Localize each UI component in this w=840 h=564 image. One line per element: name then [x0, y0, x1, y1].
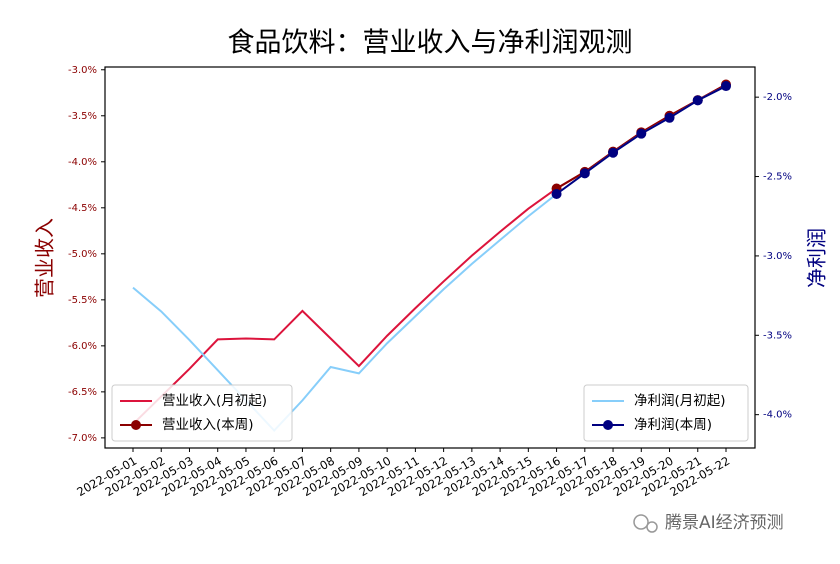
- legend-box: [111, 384, 293, 442]
- y-tick-label: -3.0%: [68, 65, 97, 76]
- y-tick-label: -4.0%: [68, 157, 97, 168]
- y-tick-label: -5.0%: [68, 249, 97, 260]
- legend: 营业收入(月初起) 营业收入(本周): [111, 384, 293, 442]
- watermark: 腾景AI经济预测: [665, 513, 784, 533]
- series-marker: [664, 112, 675, 123]
- legend-marker: [131, 420, 141, 430]
- series-marker: [721, 81, 731, 92]
- series-marker: [692, 95, 703, 106]
- watermark-icon-bubble: [633, 514, 649, 530]
- legend-marker: [603, 420, 613, 430]
- y-tick-label: -5.5%: [68, 295, 97, 306]
- watermark-icon-bubble: [646, 521, 658, 533]
- legend-label: 营业收入(本周): [162, 417, 254, 433]
- legend: 净利润(月初起) 净利润(本周): [583, 384, 749, 442]
- y2-axis-label: 净利润: [805, 228, 829, 288]
- chart-title: 食品饮料：营业收入与净利润观测: [228, 28, 633, 59]
- y2-tick-label: -3.5%: [763, 330, 792, 341]
- y-tick-label: -7.0%: [68, 433, 97, 444]
- plot-frame: [104, 66, 756, 449]
- series-marker: [579, 168, 590, 179]
- series-marker: [608, 147, 619, 158]
- series-marker: [551, 189, 562, 199]
- series-marker: [636, 128, 647, 139]
- y2-tick-label: -2.5%: [763, 172, 792, 183]
- y2-tick-label: -2.0%: [763, 92, 792, 103]
- legend-label: 净利润(月初起): [634, 392, 726, 409]
- y-tick-label: -6.5%: [68, 387, 97, 398]
- y2-tick-label: -4.0%: [763, 410, 792, 421]
- legend-label: 营业收入(月初起): [162, 392, 267, 409]
- y2-tick-label: -3.0%: [763, 251, 792, 262]
- y-axis-label: 营业收入: [33, 218, 57, 298]
- y-tick-label: -4.5%: [68, 203, 97, 214]
- y-tick-label: -6.0%: [68, 341, 97, 352]
- watermark-icon: [633, 514, 658, 533]
- y-tick-label: -3.5%: [68, 111, 97, 122]
- legend-label: 净利润(本周): [634, 417, 712, 433]
- legend-box: [583, 384, 749, 442]
